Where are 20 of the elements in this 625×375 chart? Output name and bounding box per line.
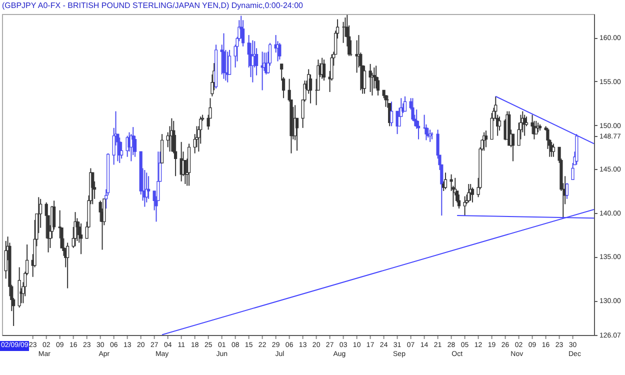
- candlestick: [403, 96, 407, 112]
- candlestick: [44, 202, 48, 239]
- candlestick: [322, 59, 326, 82]
- candlestick: [444, 172, 448, 190]
- candlestick: [241, 20, 245, 47]
- candlestick: [484, 130, 488, 148]
- candlestick: [552, 143, 556, 158]
- candlestick: [80, 222, 83, 255]
- candlestick: [147, 176, 150, 200]
- candlestick: [457, 194, 461, 210]
- chart-title: (GBPJPY A0-FX - BRITISH POUND STERLING/JAPAN YEN,D) Dynamic,0:00-24:00: [2, 1, 304, 10]
- candlestick: [66, 242, 70, 289]
- candlestick: [511, 134, 515, 162]
- candlestick: [74, 212, 77, 247]
- candlestick: [390, 101, 394, 127]
- candlestick: [565, 182, 569, 200]
- candlestick: [222, 32, 226, 80]
- candlestick: [463, 196, 466, 216]
- candlestick: [120, 141, 124, 160]
- candlestick: [470, 187, 474, 203]
